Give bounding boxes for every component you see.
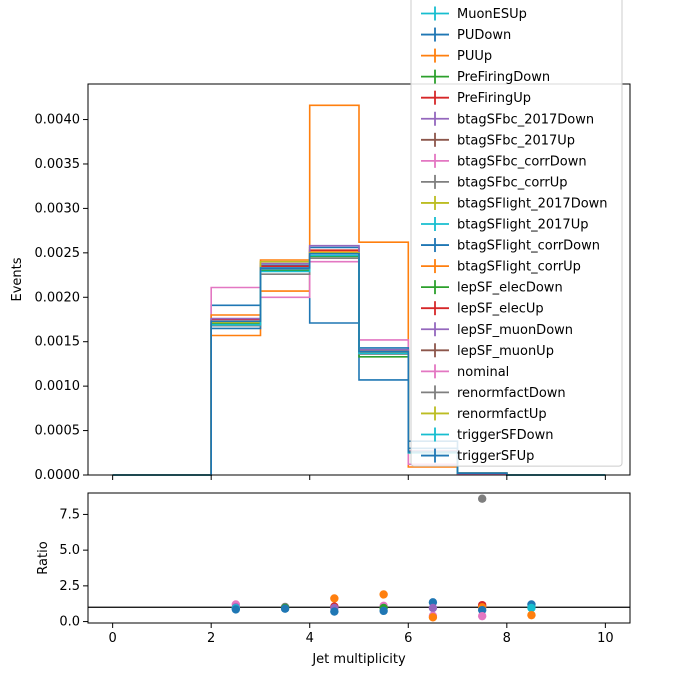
legend-entry: btagSFlight_corrUp bbox=[421, 259, 581, 275]
ratio-point bbox=[231, 605, 241, 614]
legend-entry: renormfactUp bbox=[421, 406, 547, 422]
ratio-y-tick-label: 7.5 bbox=[59, 507, 80, 522]
main-series-group bbox=[112, 104, 606, 476]
legend-entry: PreFiringDown bbox=[421, 69, 550, 85]
legend-entry: nominal bbox=[421, 364, 509, 380]
legend-label: lepSF_elecUp bbox=[457, 302, 544, 317]
legend-entry: btagSFbc_corrUp bbox=[421, 174, 568, 190]
legend-label: PUDown bbox=[457, 28, 511, 43]
legend-entry: PreFiringUp bbox=[421, 90, 531, 106]
ratio-point bbox=[477, 611, 487, 621]
ratio-point bbox=[428, 613, 438, 622]
ratio-y-tick-label: 2.5 bbox=[59, 579, 80, 594]
main-y-ticks: 0.0000 0.0005 0.0010 0.0015 0.0020 0.0025 0.00… bbox=[35, 113, 88, 483]
legend-label: btagSFlight_2017Up bbox=[457, 218, 588, 233]
legend-label: btagSFlight_corrDown bbox=[457, 239, 600, 254]
legend-entry: lepSF_muonUp bbox=[421, 343, 554, 359]
main-y-tick-label: 0.0030 bbox=[35, 201, 81, 216]
ratio-x-tick-label: 8 bbox=[503, 631, 511, 646]
main-y-tick-label: 0.0005 bbox=[35, 424, 81, 439]
legend-label: renormfactDown bbox=[457, 386, 566, 401]
legend-label: triggerSFUp bbox=[457, 449, 534, 464]
ratio-y-tick-label: 5.0 bbox=[59, 543, 80, 558]
main-y-tick-label: 0.0025 bbox=[35, 246, 81, 261]
legend-label: renormfactUp bbox=[457, 407, 547, 422]
legend-entry: PUDown bbox=[421, 27, 511, 43]
ratio-point bbox=[428, 603, 438, 613]
main-y-tick-label: 0.0040 bbox=[35, 113, 81, 128]
legend: MuonESUp PUDown PUUp PreFiringDown PreFiring… bbox=[410, 0, 623, 467]
ratio-y-tick-label: 0.0 bbox=[59, 615, 80, 630]
main-y-tick-label: 0.0020 bbox=[35, 290, 81, 305]
ratio-panel: 0.0 2.5 5.0 7.5 0 2 4 6 8 10 Ratio Jet multiplic… bbox=[36, 492, 631, 667]
legend-entry: btagSFlight_2017Up bbox=[421, 217, 588, 233]
ratio-y-ticks: 0.0 2.5 5.0 7.5 bbox=[59, 507, 88, 630]
legend-label: PUUp bbox=[457, 49, 492, 64]
legend-label: MuonESUp bbox=[457, 7, 527, 22]
ratio-x-axis-label: Jet multiplicity bbox=[311, 652, 406, 667]
legend-entry: lepSF_elecDown bbox=[421, 280, 563, 296]
ratio-x-tick-label: 6 bbox=[404, 631, 412, 646]
legend-entry: renormfactDown bbox=[421, 385, 566, 401]
ratio-point bbox=[280, 604, 290, 613]
ratio-points-group bbox=[231, 494, 536, 622]
legend-label: btagSFbc_corrUp bbox=[457, 175, 568, 190]
legend-label: PreFiringUp bbox=[457, 91, 531, 106]
legend-label: btagSFbc_2017Up bbox=[457, 133, 575, 148]
ratio-x-tick-label: 2 bbox=[207, 631, 215, 646]
legend-label: btagSFlight_2017Down bbox=[457, 196, 608, 211]
legend-label: lepSF_elecDown bbox=[457, 281, 563, 296]
main-y-tick-label: 0.0015 bbox=[35, 335, 81, 350]
histogram-series-line bbox=[112, 252, 606, 476]
ratio-x-tick-label: 10 bbox=[597, 631, 614, 646]
main-y-tick-label: 0.0010 bbox=[35, 379, 81, 394]
legend-entry: btagSFlight_corrDown bbox=[421, 238, 600, 254]
legend-label: lepSF_muonUp bbox=[457, 344, 554, 359]
legend-entry: lepSF_muonDown bbox=[421, 322, 573, 338]
ratio-point bbox=[330, 594, 339, 603]
legend-label: lepSF_muonDown bbox=[457, 323, 573, 338]
ratio-x-tick-label: 4 bbox=[306, 631, 314, 646]
legend-box bbox=[410, 0, 623, 467]
legend-entry: btagSFbc_corrDown bbox=[421, 153, 587, 169]
main-y-tick-label: 0.0035 bbox=[35, 157, 81, 172]
ratio-y-axis-label: Ratio bbox=[36, 541, 51, 574]
legend-label: nominal bbox=[457, 365, 509, 380]
legend-label: btagSFbc_2017Down bbox=[457, 112, 594, 127]
legend-entry: triggerSFDown bbox=[421, 427, 553, 443]
ratio-x-tick-label: 0 bbox=[108, 631, 116, 646]
ratio-x-ticks: 0 2 4 6 8 10 bbox=[108, 623, 614, 646]
legend-entry: btagSFbc_2017Up bbox=[421, 132, 575, 148]
legend-entry: lepSF_elecUp bbox=[421, 301, 544, 317]
ratio-point bbox=[527, 610, 536, 620]
legend-label: btagSFlight_corrUp bbox=[457, 260, 581, 275]
ratio-point bbox=[477, 605, 487, 615]
main-y-axis-label: Events bbox=[10, 257, 25, 301]
legend-entry: btagSFbc_2017Down bbox=[421, 111, 594, 127]
main-axes-frame bbox=[87, 83, 631, 476]
ratio-point bbox=[330, 607, 339, 616]
ratio-axes-frame bbox=[87, 492, 631, 624]
ratio-point bbox=[379, 590, 388, 599]
legend-label: triggerSFDown bbox=[457, 428, 553, 443]
legend-entry: MuonESUp bbox=[421, 6, 527, 22]
ratio-point bbox=[527, 603, 536, 613]
legend-entry: PUUp bbox=[421, 48, 492, 64]
ratio-point bbox=[379, 606, 388, 616]
legend-label: btagSFbc_corrDown bbox=[457, 154, 587, 169]
main-x-ticks bbox=[112, 475, 606, 480]
legend-entry: btagSFlight_2017Down bbox=[421, 195, 608, 211]
legend-label: PreFiringDown bbox=[457, 70, 550, 85]
legend-entry: triggerSFUp bbox=[421, 448, 534, 464]
ratio-point bbox=[477, 494, 487, 503]
main-panel: 0.0000 0.0005 0.0010 0.0015 0.0020 0.0025 0.00… bbox=[10, 83, 631, 483]
main-y-tick-label: 0.0000 bbox=[35, 468, 81, 483]
